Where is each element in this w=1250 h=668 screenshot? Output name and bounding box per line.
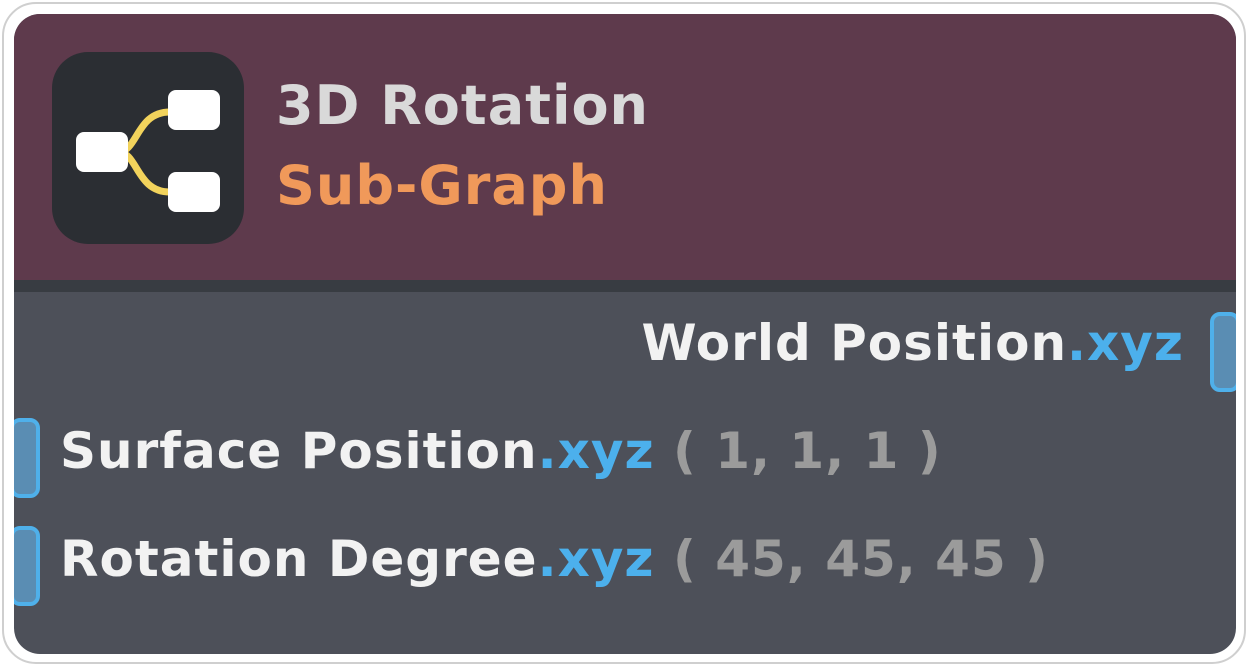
subgraph-node[interactable]: 3D Rotation Sub-Graph World Position.xyz… (14, 14, 1236, 654)
default-value[interactable]: ( 1, 1, 1 ) (672, 422, 942, 480)
input-port-rotation-degree[interactable] (14, 526, 40, 606)
subgraph-tree-icon (52, 52, 244, 244)
port-swizzle: .xyz (1067, 314, 1184, 372)
input-surface-position: Surface Position.xyz ( 1, 1, 1 ) (60, 422, 942, 480)
output-port-world-position[interactable] (1210, 312, 1236, 392)
input-rotation-degree: Rotation Degree.xyz ( 45, 45, 45 ) (60, 530, 1049, 588)
input-port-surface-position[interactable] (14, 418, 40, 498)
node-subtitle: Sub-Graph (276, 154, 608, 217)
port-label: Rotation Degree (60, 530, 538, 588)
header-divider (14, 280, 1236, 292)
node-title: 3D Rotation (276, 74, 649, 137)
default-value[interactable]: ( 45, 45, 45 ) (672, 530, 1050, 588)
node-header[interactable]: 3D Rotation Sub-Graph (14, 14, 1236, 280)
port-swizzle: .xyz (537, 422, 655, 480)
port-label: Surface Position (60, 422, 538, 480)
output-world-position: World Position.xyz (641, 314, 1184, 372)
port-swizzle: .xyz (537, 530, 655, 588)
port-label: World Position (641, 314, 1068, 372)
